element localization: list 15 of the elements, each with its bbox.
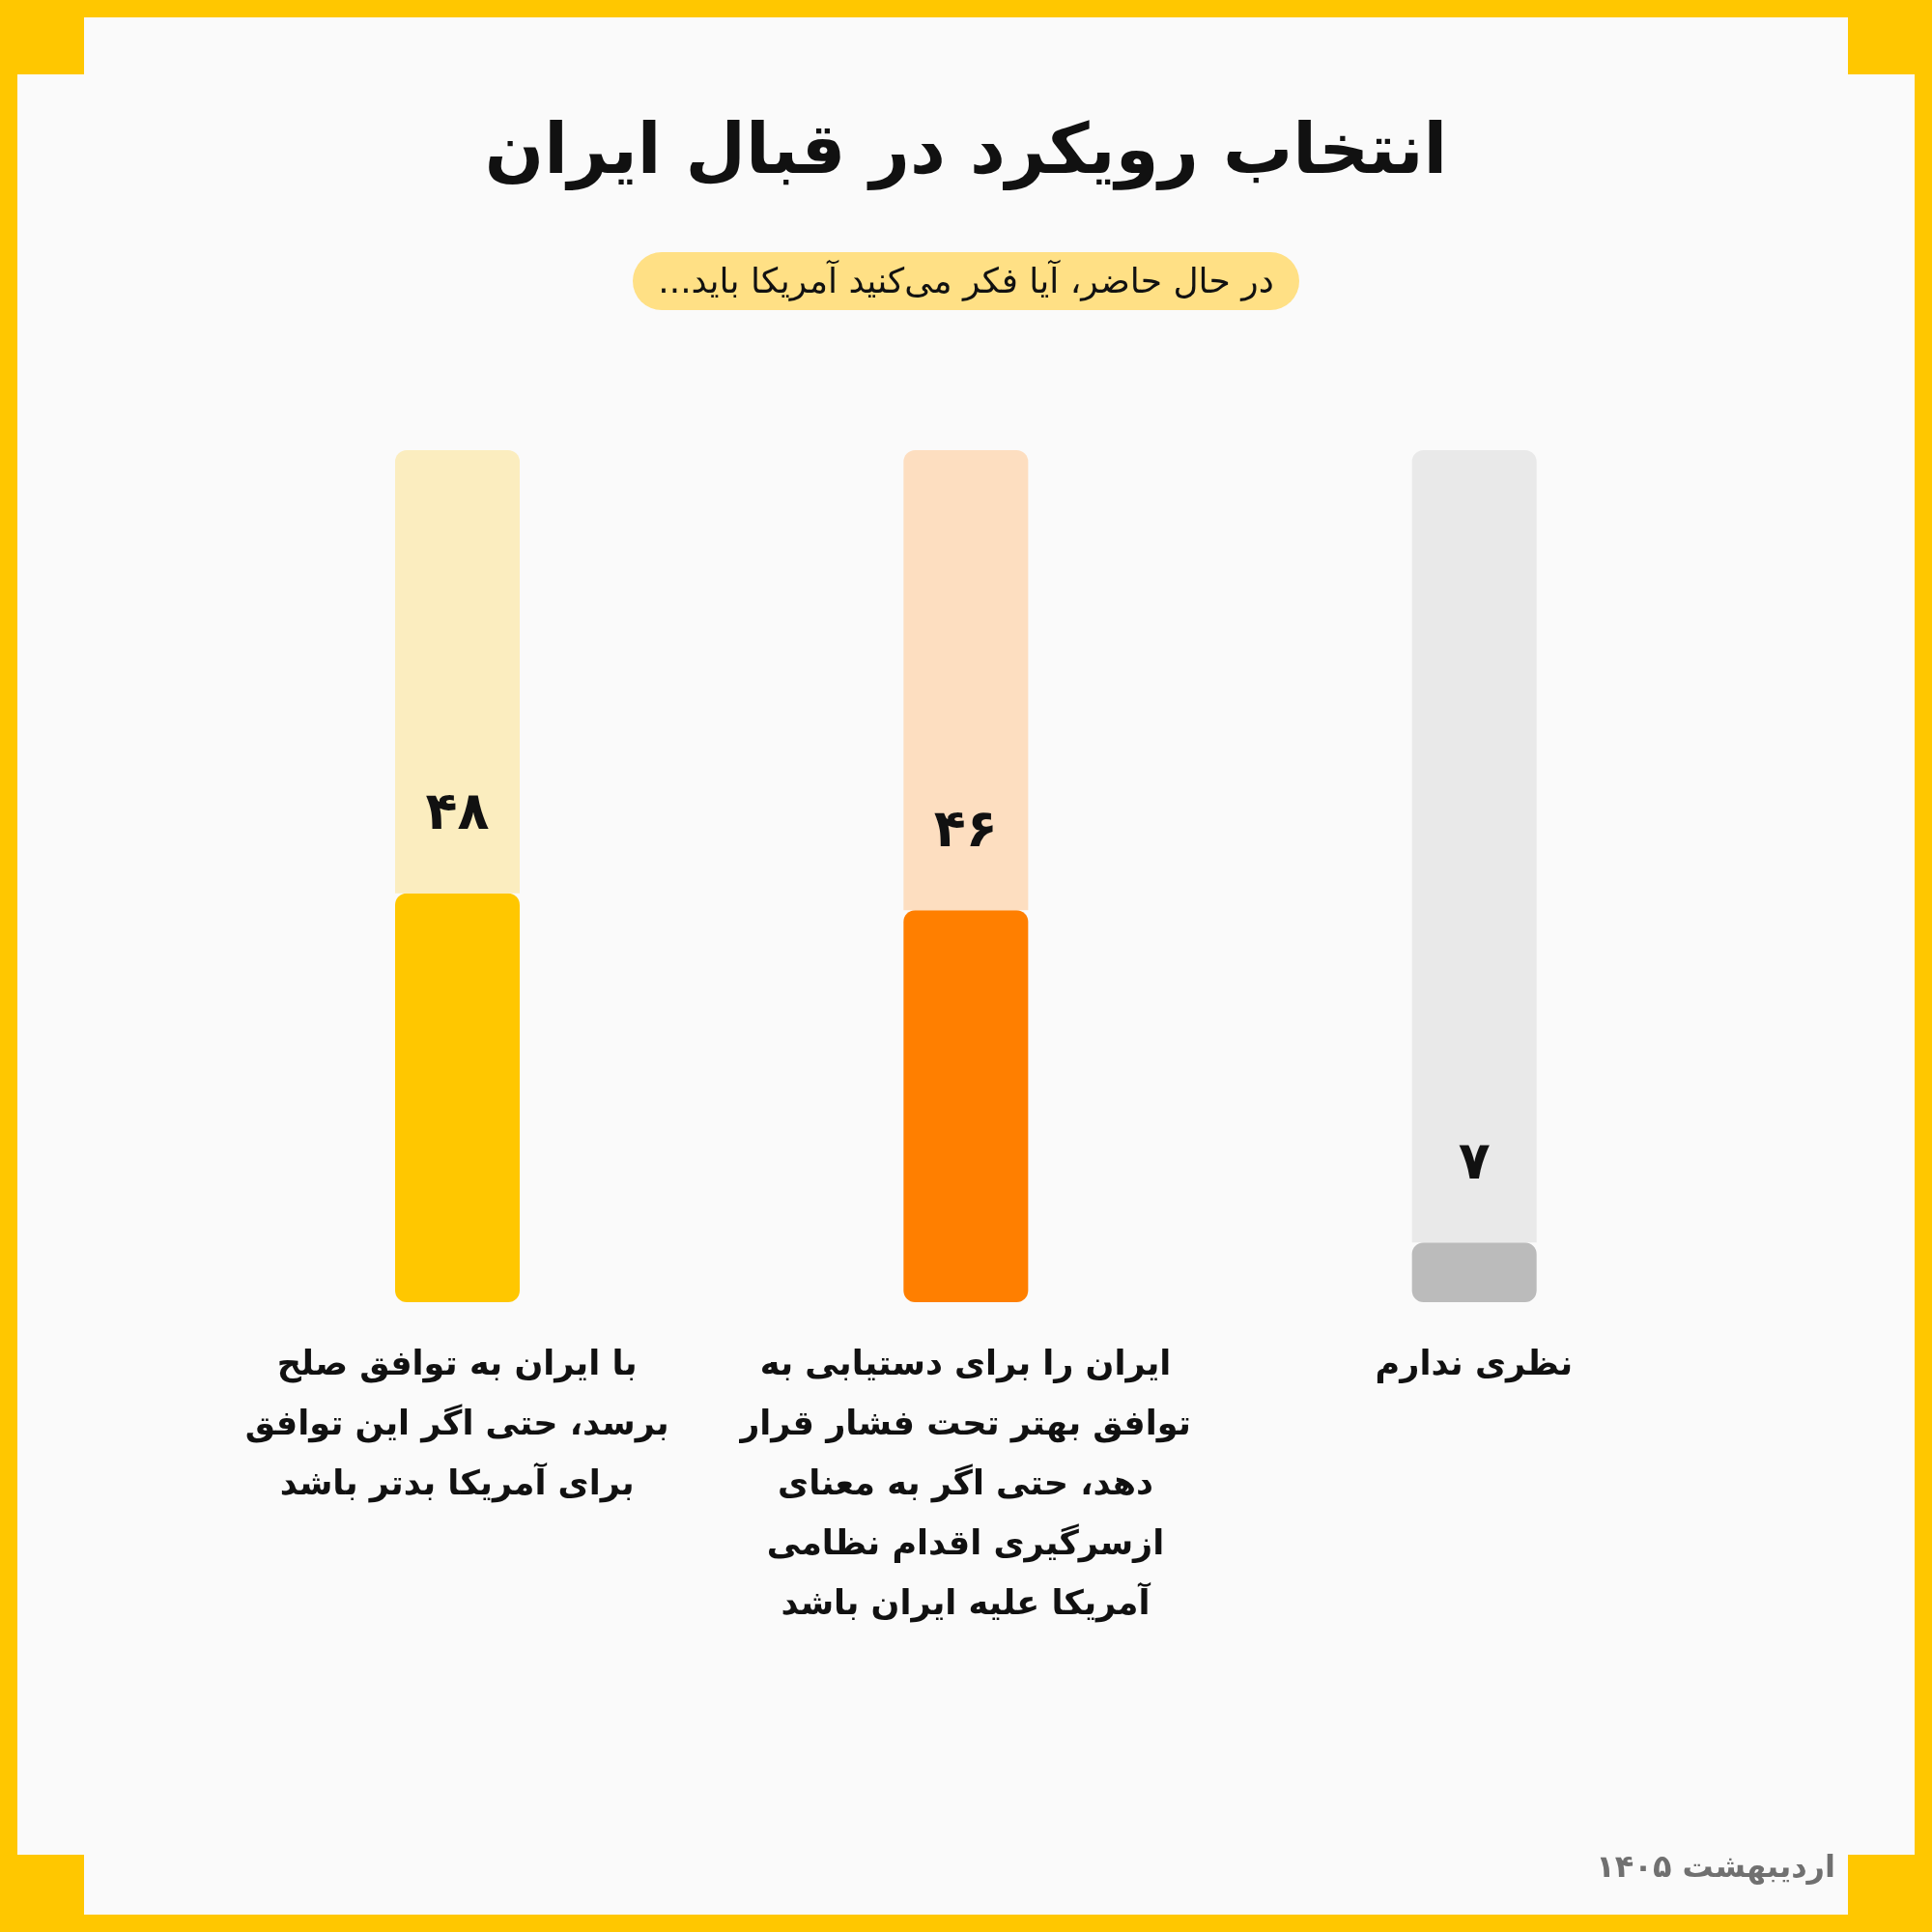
bar <box>395 450 520 894</box>
chart-title: انتخاب رویکرد در قبال ایران <box>483 107 1449 192</box>
bar <box>1411 1242 1537 1302</box>
chart-subtitle: در حال حاضر، آیا فکر می‌کنید آمریکا باید... <box>633 252 1299 310</box>
bar <box>1411 450 1537 1243</box>
bar <box>903 910 1029 1302</box>
x-tick-label: با ایران به توافق صلح برسد، حتی اگر این توافق برای آمریکا بدتر باشد <box>243 1343 670 1505</box>
bar <box>903 450 1029 911</box>
data-label: ۷ <box>1458 1129 1491 1191</box>
data-label: ۴۸ <box>425 781 490 842</box>
text: اردیبهشت ۱۴۰۵ <box>1596 1847 1835 1887</box>
data-label: ۴۶ <box>933 797 998 859</box>
x-tick-label: نظری ندارم <box>1374 1343 1575 1385</box>
bar <box>395 893 520 1302</box>
x-tick-label: ایران را برای دستیابی به توافق بهتر تحت فشار قرار دهد، حتی اگر به معنای ازسرگیری اقدام نظامی آمریکا علیه ایران باشد <box>738 1343 1192 1625</box>
